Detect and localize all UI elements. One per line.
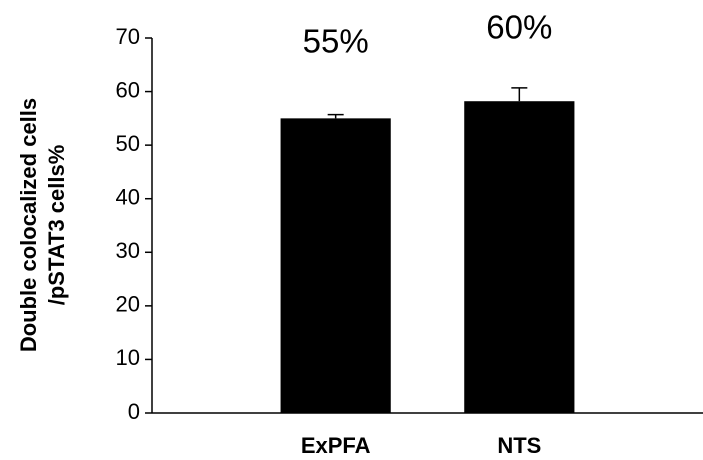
x-tick-label: ExPFA	[301, 433, 371, 458]
y-tick-label: 30	[116, 238, 140, 263]
y-tick-label: 20	[116, 292, 140, 317]
annotation: 55%	[303, 23, 369, 60]
y-tick-label: 50	[116, 131, 140, 156]
y-tick-label: 10	[116, 345, 140, 370]
y-axis-title-line: Double colocalized cells	[16, 98, 41, 352]
y-tick-label: 60	[116, 77, 140, 102]
annotation: 60%	[486, 9, 552, 46]
y-axis-title: Double colocalized cells /pSTAT3 cells%	[16, 98, 69, 352]
bar	[280, 118, 391, 413]
y-tick-label: 40	[116, 185, 140, 210]
y-tick-label: 0	[128, 399, 140, 424]
x-tick-label: NTS	[497, 433, 541, 458]
y-axis-title-line: /pSTAT3 cells%	[44, 145, 69, 306]
y-tick-label: 70	[116, 24, 140, 49]
bar	[464, 101, 575, 413]
